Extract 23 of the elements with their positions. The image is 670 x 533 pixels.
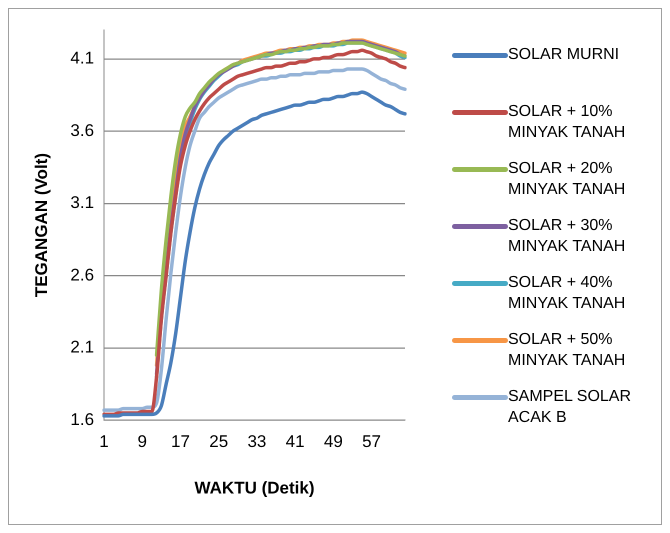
x-tick-label: 9 — [138, 432, 147, 452]
y-tick-label: 3.1 — [70, 193, 94, 212]
x-tick-label: 41 — [286, 432, 305, 452]
x-axis-title: WAKTU (Detik) — [194, 478, 314, 498]
legend-label: SOLAR + 50% MINYAK TANAH — [508, 330, 626, 371]
y-tick-label: 2.1 — [70, 338, 94, 357]
legend-label: SAMPEL SOLAR ACAK B — [508, 387, 632, 428]
legend-label: SOLAR + 20% MINYAK TANAH — [508, 159, 626, 200]
y-tick-label: 4.1 — [70, 48, 94, 68]
y-tick-label: 2.6 — [70, 265, 94, 284]
x-tick-label: 17 — [171, 432, 190, 452]
legend-label: SOLAR + 10% MINYAK TANAH — [508, 102, 626, 143]
x-tick-label: 49 — [324, 432, 343, 452]
x-tick-label: 1 — [99, 432, 109, 452]
legend-label: SOLAR + 30% MINYAK TANAH — [508, 216, 626, 257]
x-tick-label: 57 — [362, 432, 382, 452]
y-tick-label: 3.6 — [70, 120, 94, 140]
legend-label: SOLAR + 40% MINYAK TANAH — [508, 273, 626, 314]
y-axis-title: TEGANGAN (Volt) — [32, 153, 51, 298]
legend-label: SOLAR MURNI — [508, 45, 620, 65]
y-tick-label: 1.6 — [70, 410, 94, 429]
x-tick-label: 33 — [247, 432, 266, 452]
x-tick-label: 25 — [209, 432, 228, 452]
